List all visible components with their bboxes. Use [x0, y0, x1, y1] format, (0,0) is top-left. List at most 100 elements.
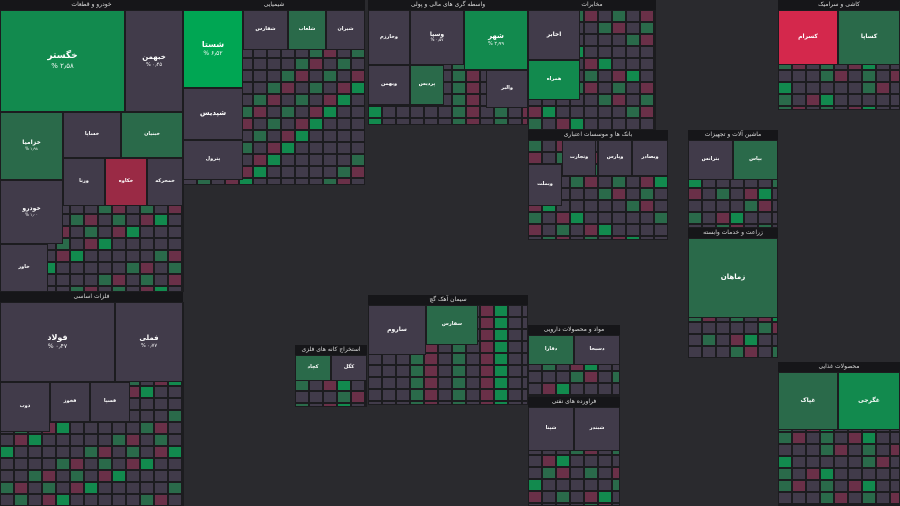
minor-tile	[295, 118, 309, 130]
minor-tile	[584, 10, 598, 22]
tile[interactable]: فخوز	[50, 382, 90, 422]
tile[interactable]: خودرو ۱٫۰۰ %	[0, 180, 63, 244]
tile[interactable]: کچاد	[295, 355, 331, 381]
minor-tile	[528, 224, 542, 236]
minor-tile	[382, 389, 396, 401]
minor-tile	[792, 492, 806, 504]
tile[interactable]: کساپا	[838, 10, 900, 65]
minor-tile	[267, 178, 281, 185]
minor-tile	[0, 482, 14, 494]
tile[interactable]: کسرام	[778, 10, 838, 65]
tile[interactable]: دفارا	[528, 335, 574, 365]
minor-tile	[168, 458, 182, 470]
tile[interactable]: فملی ۰٫۷۷ %	[115, 302, 183, 382]
tile[interactable]: شستا ۶٫۵۲ %	[183, 10, 243, 88]
minor-tile	[452, 82, 466, 94]
minor-tile	[480, 365, 494, 377]
minor-tile	[522, 118, 528, 125]
minor-tile	[494, 329, 508, 341]
tile[interactable]: خگستر ۲٫۵۸ %	[0, 10, 125, 112]
tile-symbol: کچاد	[307, 364, 319, 371]
minor-tile	[112, 274, 126, 286]
minor-tile	[598, 371, 612, 383]
tile[interactable]: شیران	[326, 10, 365, 50]
minor-tile	[351, 58, 365, 70]
tile[interactable]: شبندر	[574, 407, 620, 451]
minor-tile	[626, 118, 640, 130]
minor-tile	[98, 422, 112, 434]
minor-tile	[295, 106, 309, 118]
tile[interactable]: غگرجی	[838, 372, 900, 430]
minor-tile	[253, 178, 267, 185]
tile[interactable]: فسپا	[90, 382, 130, 422]
minor-tile	[528, 491, 542, 503]
minor-tile	[612, 467, 620, 479]
minor-tile	[654, 70, 656, 82]
minor-tile	[267, 106, 281, 118]
tile[interactable]: غپاک	[778, 372, 838, 430]
tile[interactable]: خبهمن ۰٫۴۵ %	[125, 10, 183, 112]
minor-tile	[382, 401, 396, 405]
tile[interactable]: فولاد ۰٫۴۷ %	[0, 302, 115, 382]
minor-tile	[0, 434, 14, 446]
minor-tile	[612, 491, 620, 503]
minor-tile	[640, 70, 654, 82]
minor-tile	[494, 305, 508, 317]
tile[interactable]: بپاس	[733, 140, 778, 180]
minor-tile	[834, 480, 848, 492]
tile[interactable]: شپدیس	[183, 88, 243, 140]
tile[interactable]: وبصادر	[632, 140, 668, 176]
minor-tile	[182, 470, 184, 482]
tile[interactable]: ذوب	[0, 382, 50, 432]
minor-tile	[528, 479, 542, 491]
sector-glass: کاشی و سرامیک کسرام کساپا	[778, 0, 900, 110]
minor-tile	[253, 70, 267, 82]
tile[interactable]: وبملت	[528, 164, 562, 206]
tile[interactable]: خکاوه	[105, 158, 147, 206]
tile[interactable]: وپارس	[598, 140, 632, 176]
tile[interactable]: خاور	[0, 244, 48, 292]
tile[interactable]: وبهمن	[368, 65, 410, 105]
minor-tile	[612, 46, 626, 58]
tile[interactable]: شهر ۲٫۹۹ %	[464, 10, 528, 70]
tile[interactable]: خزامیا ۱٫۹۸ %	[0, 112, 63, 180]
tile[interactable]: پردیس	[410, 65, 444, 105]
tile[interactable]: والبر	[486, 70, 528, 108]
minor-tile	[337, 70, 351, 82]
minor-tile	[640, 200, 654, 212]
minor-tile	[556, 224, 570, 236]
minor-tile	[508, 305, 522, 317]
sector-elec: ماشین آلات و تجهیزات بترانس بپاس	[688, 130, 778, 228]
tile[interactable]: دسبحا	[574, 335, 620, 365]
tile[interactable]: ورنا	[63, 158, 105, 206]
tile[interactable]: اخابر	[528, 10, 580, 60]
tile[interactable]: خمحرکه	[147, 158, 183, 206]
tile[interactable]: بترانس	[688, 140, 733, 180]
minor-tile	[654, 10, 656, 22]
tile[interactable]: زماهان	[688, 238, 778, 318]
tile[interactable]: شلعاب	[288, 10, 326, 50]
tile[interactable]: خبنیان	[121, 112, 183, 158]
minor-tile	[862, 70, 876, 82]
tile[interactable]: همراه	[528, 60, 580, 100]
minor-tile	[168, 470, 182, 482]
tile[interactable]: ساروم	[368, 305, 426, 355]
tile[interactable]: وتجارت	[562, 140, 596, 176]
tile[interactable]: وسپا ۰٫۵۷ %	[410, 10, 464, 65]
minor-tile	[84, 446, 98, 458]
tile[interactable]: شپنا	[528, 407, 574, 451]
tile[interactable]: وخارزم	[368, 10, 410, 65]
minor-tile	[98, 250, 112, 262]
tile[interactable]: شفارس	[243, 10, 288, 50]
minor-tile	[466, 377, 480, 389]
minor-tile	[778, 432, 792, 444]
minor-tile	[154, 494, 168, 506]
minor-tile	[14, 482, 28, 494]
tile[interactable]: کگل	[331, 355, 367, 381]
tile[interactable]: خساپا	[63, 112, 121, 158]
minor-tile	[154, 226, 168, 238]
tile[interactable]: سفارس	[426, 305, 478, 345]
minor-tile	[365, 391, 367, 403]
tile[interactable]: پترول	[183, 140, 243, 180]
tile-change: ۲٫۵۸ %	[51, 61, 74, 70]
